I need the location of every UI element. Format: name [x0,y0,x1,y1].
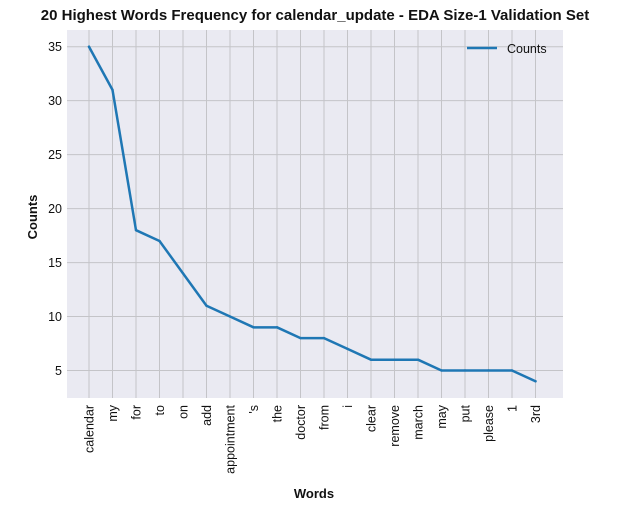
data-point [369,358,373,361]
x-tick-label: on [177,405,191,419]
y-tick-label: 5 [55,364,62,378]
x-tick-label: appointment [224,404,238,473]
series-line-counts [87,45,537,383]
y-tick-label: 35 [48,40,62,54]
chart-title: 20 Highest Words Frequency for calendar_… [41,7,589,24]
x-tick-label: 's [247,405,261,414]
data-point [87,45,91,48]
data-point [252,326,255,329]
x-tick-label: please [482,405,496,442]
y-tick-label: 25 [48,148,62,162]
grid [67,30,563,398]
x-tick-label: may [435,404,449,428]
x-tick-label: to [153,405,167,415]
legend-label-counts: Counts [507,42,547,56]
y-tick-label: 15 [48,256,62,270]
plot-area [67,30,563,398]
series-layer [87,45,537,383]
legend: Counts [467,42,547,56]
data-point [322,336,326,340]
x-tick-label: 3rd [529,405,543,423]
x-tick-label: from [318,405,332,430]
data-point [181,272,185,275]
x-tick-label: doctor [294,405,308,440]
data-point [416,358,420,361]
x-tick-label: clear [365,405,379,432]
data-point [299,336,302,340]
x-tick-label: add [200,405,214,426]
data-point [205,304,208,307]
data-point [346,347,349,351]
data-point [440,369,443,372]
x-tick-label: the [271,405,285,422]
data-point [510,369,514,372]
data-point [158,239,161,243]
y-axis-label: Counts [25,195,40,240]
y-tick-label: 30 [48,94,62,108]
data-point [487,369,490,372]
data-point [463,369,467,372]
x-tick-label: calendar [83,405,97,453]
x-tick-label: i [341,405,355,408]
y-tick-label: 10 [48,310,62,324]
y-tick-label: 20 [48,202,62,216]
x-tick-label: put [459,404,473,422]
data-point [275,326,279,329]
x-tick-label: remove [388,405,402,447]
x-axis-label: Words [294,486,334,501]
data-point [111,88,114,92]
x-tick-label: 1 [506,405,520,412]
y-axis-ticks: 5 10 15 20 25 30 35 [48,40,62,378]
data-point [534,380,537,383]
data-point [393,358,396,361]
x-axis-ticks: calendar my for to on add appointment 's the doct… [83,404,544,474]
x-tick-label: for [130,405,144,420]
data-point [228,315,232,318]
x-tick-label: march [412,405,426,440]
x-tick-label: my [106,404,120,421]
data-point [134,228,138,232]
